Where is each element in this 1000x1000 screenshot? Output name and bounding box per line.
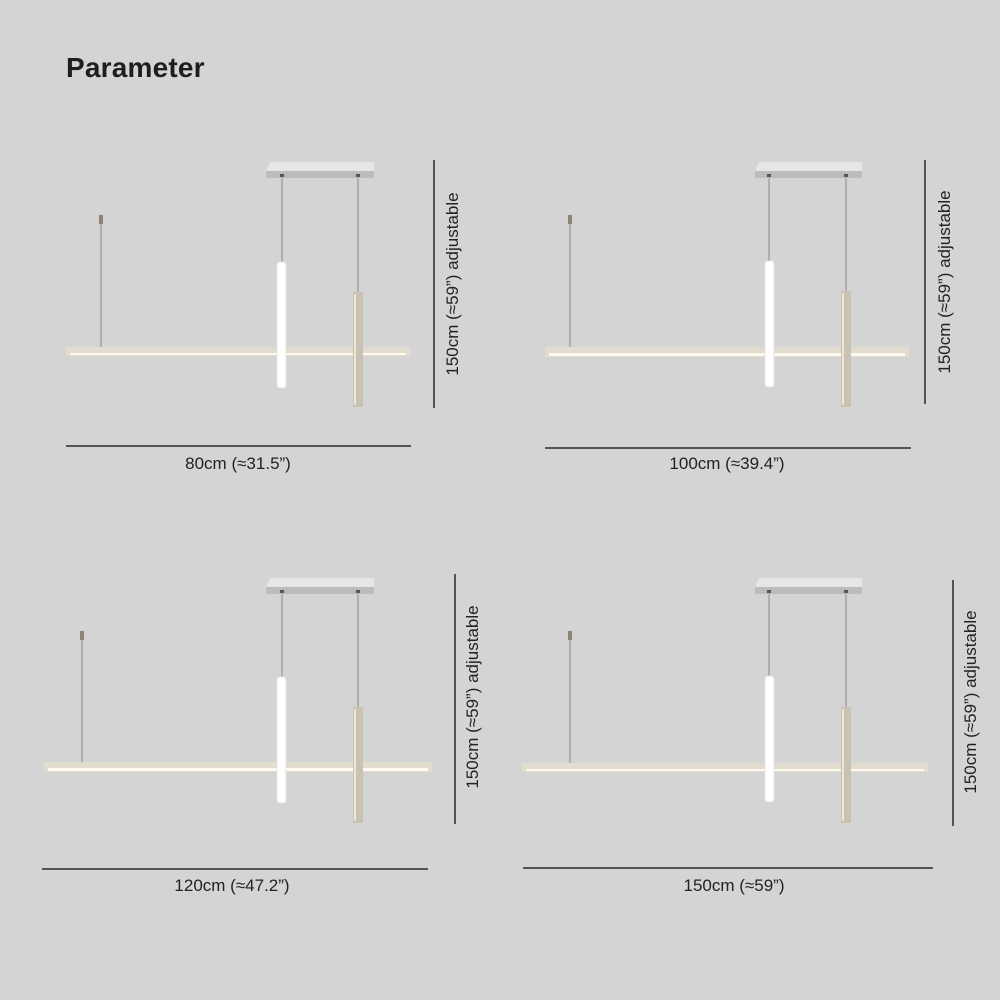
- horizontal-rail: [545, 347, 909, 357]
- bronze-vertical-bar: [353, 707, 363, 823]
- bronze-vertical-bar: [841, 707, 851, 823]
- width-label: 100cm (≈39.4”): [669, 454, 785, 473]
- ceiling-canopy: [266, 162, 374, 178]
- height-label: 150cm (≈59”) adjustable: [961, 610, 980, 794]
- ceiling-canopy: [755, 578, 862, 594]
- suspension-cables: [81, 594, 359, 763]
- suspension-cables: [569, 594, 847, 763]
- cable-gripper: [568, 215, 572, 224]
- white-light-bar: [764, 260, 775, 388]
- cable-gripper: [568, 631, 572, 640]
- horizontal-rail: [66, 347, 410, 356]
- suspension-cables: [569, 178, 847, 348]
- white-light-bar: [764, 675, 775, 803]
- page-title: Parameter: [66, 52, 205, 83]
- bronze-vertical-bar: [841, 291, 851, 407]
- ceiling-canopy: [266, 578, 374, 594]
- width-label: 120cm (≈47.2”): [174, 876, 290, 895]
- cable-gripper: [99, 215, 103, 224]
- white-light-bar: [276, 261, 287, 389]
- cable-gripper: [80, 631, 84, 640]
- horizontal-rail: [44, 762, 432, 772]
- bronze-vertical-bar: [353, 292, 363, 407]
- horizontal-rail: [522, 763, 928, 772]
- width-label: 80cm (≈31.5”): [185, 454, 291, 473]
- ceiling-canopy: [755, 162, 862, 178]
- white-light-bar: [276, 676, 287, 804]
- width-label: 150cm (≈59”): [683, 876, 785, 895]
- suspension-cables: [100, 178, 359, 348]
